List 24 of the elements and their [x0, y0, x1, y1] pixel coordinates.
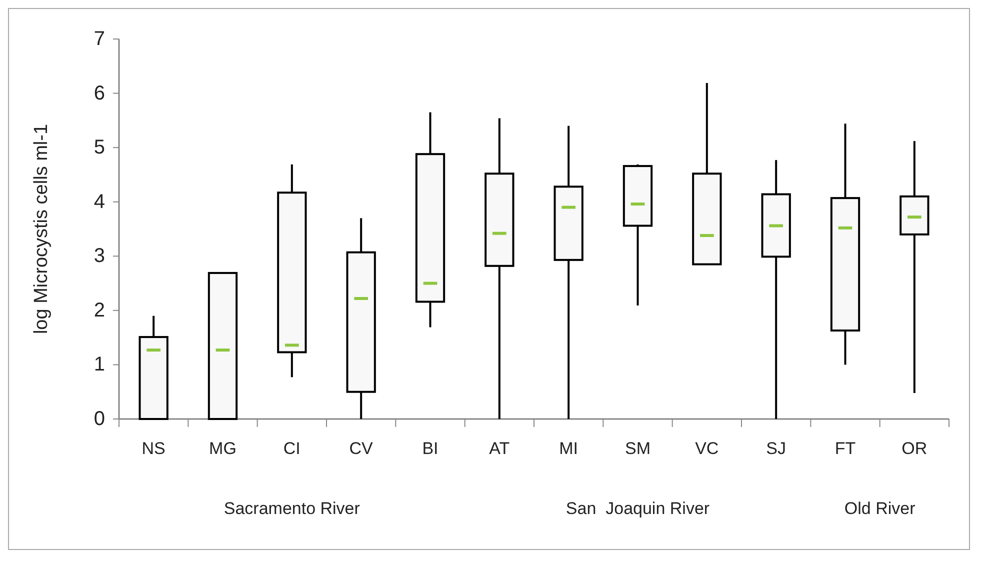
- text: San Joaquin River: [566, 499, 710, 518]
- x-tick-label: OR: [902, 439, 928, 458]
- x-tick-label: BI: [422, 439, 438, 458]
- y-tick-label: 6: [94, 82, 105, 104]
- x-tick-label: AT: [489, 439, 510, 458]
- y-tick-label: 4: [94, 190, 105, 213]
- y-tick-label: 7: [94, 28, 105, 50]
- x-tick-label: SM: [625, 439, 650, 458]
- x-tick-label: CV: [349, 439, 374, 458]
- x-tick-label: MI: [559, 439, 578, 458]
- y-tick-label: 2: [94, 299, 105, 322]
- x-tick-label: VC: [695, 439, 719, 458]
- x-tick-label: FT: [834, 439, 856, 458]
- x-tick-label: SJ: [766, 439, 786, 458]
- x-tick-label: NS: [142, 439, 166, 458]
- text: Sacramento River: [224, 499, 360, 518]
- y-tick-label: 3: [94, 245, 105, 268]
- x-tick-label: CI: [283, 439, 300, 458]
- y-tick-label: 5: [94, 136, 105, 159]
- y-tick-label: 1: [94, 354, 105, 376]
- y-axis-title: log Microcystis cells ml-1: [31, 124, 52, 334]
- x-tick-label: MG: [209, 439, 236, 458]
- text: Old River: [844, 499, 916, 518]
- y-tick-label: 0: [94, 408, 105, 430]
